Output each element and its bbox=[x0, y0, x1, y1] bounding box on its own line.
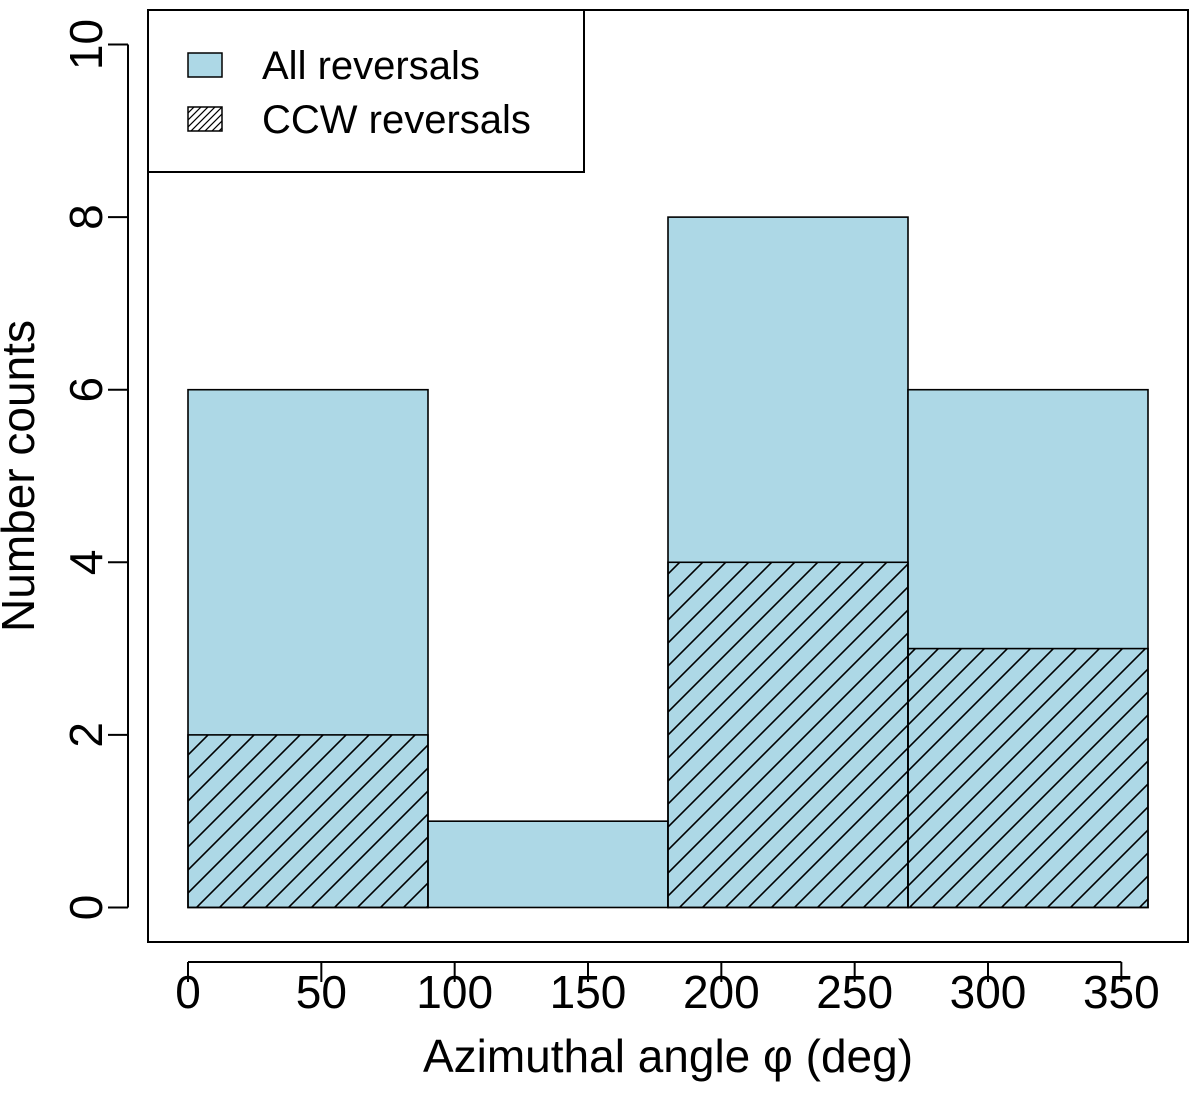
y-tick-label-6: 6 bbox=[60, 377, 112, 403]
legend-label-all-reversals: All reversals bbox=[262, 44, 480, 88]
bar-ccw-reversals-3 bbox=[907, 647, 1149, 909]
plot-frame bbox=[147, 9, 1189, 943]
bar-ccw-reversals-0 bbox=[187, 734, 429, 909]
ccw-reversals-bars bbox=[187, 561, 1149, 909]
y-tick-label-8: 8 bbox=[60, 204, 112, 230]
legend-key-ccw-reversals bbox=[187, 106, 223, 132]
x-axis-title: Azimuthal angle φ (deg) bbox=[423, 1030, 913, 1082]
y-axis: 0 2 4 6 8 10 bbox=[60, 19, 129, 921]
x-tick-label-250: 250 bbox=[816, 966, 893, 1018]
y-tick-label-4: 4 bbox=[60, 549, 112, 575]
legend-box bbox=[147, 9, 585, 173]
x-tick-label-350: 350 bbox=[1083, 966, 1160, 1018]
legend-key-all-reversals bbox=[187, 52, 223, 78]
bar-ccw-reversals-2 bbox=[667, 561, 909, 909]
x-tick-label-50: 50 bbox=[296, 966, 347, 1018]
x-axis: 0 50 100 150 200 250 300 350 bbox=[175, 961, 1160, 1018]
x-tick-label-150: 150 bbox=[550, 966, 627, 1018]
y-axis-title: Number counts bbox=[0, 320, 44, 632]
legend: All reversals CCW reversals bbox=[147, 9, 585, 173]
x-tick-label-200: 200 bbox=[683, 966, 760, 1018]
bar-all-reversals-1 bbox=[427, 820, 669, 909]
y-tick-label-2: 2 bbox=[60, 722, 112, 748]
x-tick-label-100: 100 bbox=[416, 966, 493, 1018]
x-tick-label-0: 0 bbox=[175, 966, 201, 1018]
y-tick-label-10: 10 bbox=[60, 19, 112, 70]
x-tick-label-300: 300 bbox=[950, 966, 1027, 1018]
y-tick-label-0: 0 bbox=[60, 895, 112, 921]
legend-label-ccw-reversals: CCW reversals bbox=[262, 98, 531, 142]
